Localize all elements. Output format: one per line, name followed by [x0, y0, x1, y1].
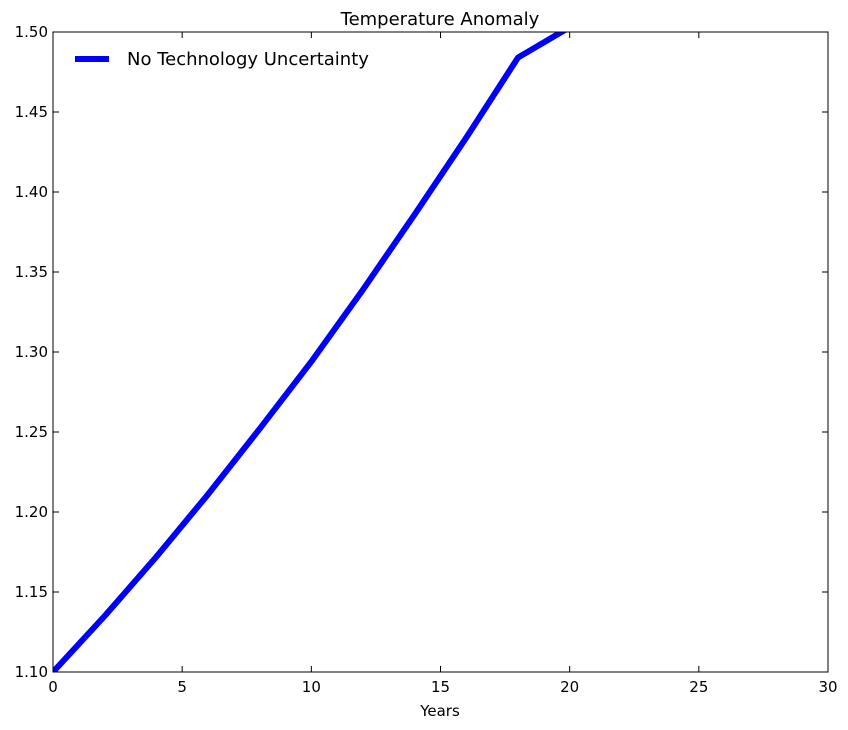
y-tick-label: 1.10: [15, 663, 48, 681]
x-tick-label: 5: [177, 678, 187, 696]
legend-label-0: No Technology Uncertainty: [127, 49, 369, 70]
plot-frame: [52, 31, 829, 673]
y-tick-label: 1.40: [15, 183, 48, 201]
chart-title: Temperature Anomaly: [340, 9, 540, 30]
x-axis-label: Years: [419, 702, 460, 720]
y-tick-label: 1.50: [15, 23, 48, 41]
y-tick-label: 1.30: [15, 343, 48, 361]
x-tick-label: 20: [560, 678, 579, 696]
y-tick-label: 1.15: [15, 583, 48, 601]
y-tick-label: 1.45: [15, 103, 48, 121]
x-tick-label: 10: [302, 678, 321, 696]
y-tick-label: 1.35: [15, 263, 48, 281]
x-tick-label: 15: [431, 678, 450, 696]
y-tick-label: 1.20: [15, 503, 48, 521]
x-tick-label: 0: [48, 678, 58, 696]
x-tick-label: 30: [818, 678, 837, 696]
series-line-0: [53, 32, 568, 672]
x-tick-label: 25: [689, 678, 708, 696]
y-tick-label: 1.25: [15, 423, 48, 441]
